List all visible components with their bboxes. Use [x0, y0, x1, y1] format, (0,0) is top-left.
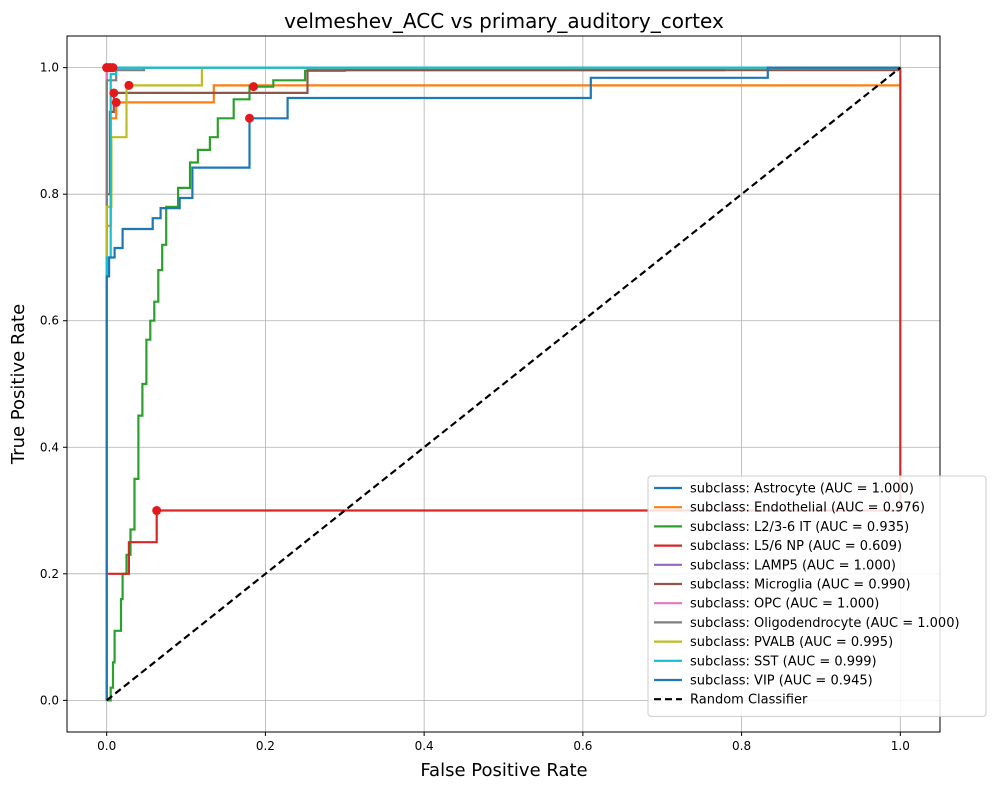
legend-label-6: subclass: OPC (AUC = 1.000)	[690, 597, 879, 612]
x-tick-label: 0.6	[573, 739, 592, 753]
x-tick-label: 1.0	[891, 739, 910, 753]
threshold-marker-5	[109, 88, 119, 98]
y-axis-title: True Positive Rate	[8, 304, 29, 465]
threshold-marker-2	[249, 82, 259, 92]
threshold-marker-10	[245, 113, 255, 123]
roc-curve-1	[105, 84, 901, 701]
threshold-marker-1	[111, 97, 121, 107]
roc-curve-8	[105, 66, 901, 701]
threshold-markers	[102, 63, 259, 516]
y-tick-label: 1.0	[40, 61, 59, 75]
roc-curve-2	[106, 69, 726, 702]
legend-label-7: subclass: Oligodendrocyte (AUC = 1.000)	[690, 616, 960, 631]
x-tick-label: 0.8	[732, 739, 751, 753]
legend-label-8: subclass: PVALB (AUC = 0.995)	[690, 635, 893, 650]
legend-label-9: subclass: SST (AUC = 0.999)	[690, 654, 877, 669]
x-tick-label: 0.0	[97, 739, 116, 753]
y-tick-label: 0.4	[40, 440, 59, 454]
threshold-marker-9	[106, 63, 116, 73]
legend-label-4: subclass: LAMP5 (AUC = 1.000)	[690, 558, 896, 573]
y-axis-ticks: 0.0 0.2 0.4 0.6 0.8 1.0	[40, 61, 67, 707]
y-tick-label: 0.6	[40, 314, 59, 328]
legend-label-5: subclass: Microglia (AUC = 0.990)	[690, 578, 911, 593]
legend-label-2: subclass: L2/3-6 IT (AUC = 0.935)	[690, 520, 909, 535]
plot-frame	[66, 35, 941, 733]
random-classifier-line	[105, 66, 902, 702]
legend-label-10: subclass: VIP (AUC = 0.945)	[690, 674, 873, 689]
legend-label-11: Random Classifier	[690, 693, 808, 708]
x-axis-title: False Positive Rate	[420, 760, 587, 781]
threshold-marker-8	[124, 80, 134, 90]
legend: subclass: Astrocyte (AUC = 1.000) subclas…	[647, 475, 987, 717]
y-tick-label: 0.2	[40, 567, 59, 581]
x-tick-label: 0.2	[256, 739, 275, 753]
x-axis-ticks: 0.0 0.2 0.4 0.6 0.8 1.0	[97, 732, 910, 753]
legend-label-0: subclass: Astrocyte (AUC = 1.000)	[690, 482, 914, 497]
chart-title: velmeshev_ACC vs primary_auditory_cortex	[284, 9, 724, 33]
legend-label-1: subclass: Endothelial (AUC = 0.976)	[690, 501, 925, 516]
y-tick-label: 0.0	[40, 693, 59, 707]
legend-label-3: subclass: L5/6 NP (AUC = 0.609)	[690, 539, 902, 554]
roc-curve-10	[105, 66, 901, 701]
threshold-marker-3	[152, 506, 162, 516]
legend-box	[647, 475, 987, 717]
y-tick-label: 0.8	[40, 187, 59, 201]
x-tick-label: 0.4	[415, 739, 434, 753]
